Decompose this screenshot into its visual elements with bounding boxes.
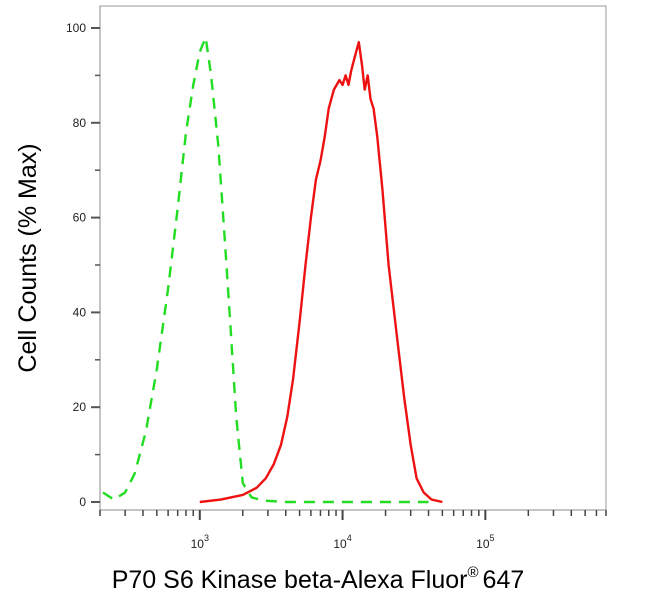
y-tick-label: 60 <box>73 211 87 225</box>
x-tick-label: 103 <box>191 533 209 551</box>
y-axis-ticks: 0 20 40 60 80 100 <box>66 21 100 509</box>
x-axis-title-suffix: 647 <box>483 566 525 594</box>
y-tick-label: 20 <box>73 400 87 414</box>
series-layer <box>102 36 443 504</box>
x-tick-label: 104 <box>333 533 351 551</box>
y-tick-label: 80 <box>73 116 87 130</box>
x-axis-ticks: 103 104 105 <box>99 510 607 551</box>
series-line-1 <box>102 36 429 504</box>
y-tick-label: 100 <box>66 21 86 35</box>
x-axis-title-main: P70 S6 Kinase beta-Alexa Fluor <box>112 566 468 594</box>
y-tick-label: 0 <box>79 495 86 509</box>
y-axis-title: Cell Counts (% Max) <box>14 143 42 372</box>
series-line-2 <box>199 41 443 504</box>
y-tick-label: 40 <box>73 305 87 319</box>
x-tick-label: 105 <box>476 533 494 551</box>
x-axis-title-superscript: ® <box>467 564 478 581</box>
x-axis-title: P70 S6 Kinase beta-Alexa Fluor® 647 <box>112 564 525 594</box>
plot-frame <box>99 5 607 511</box>
